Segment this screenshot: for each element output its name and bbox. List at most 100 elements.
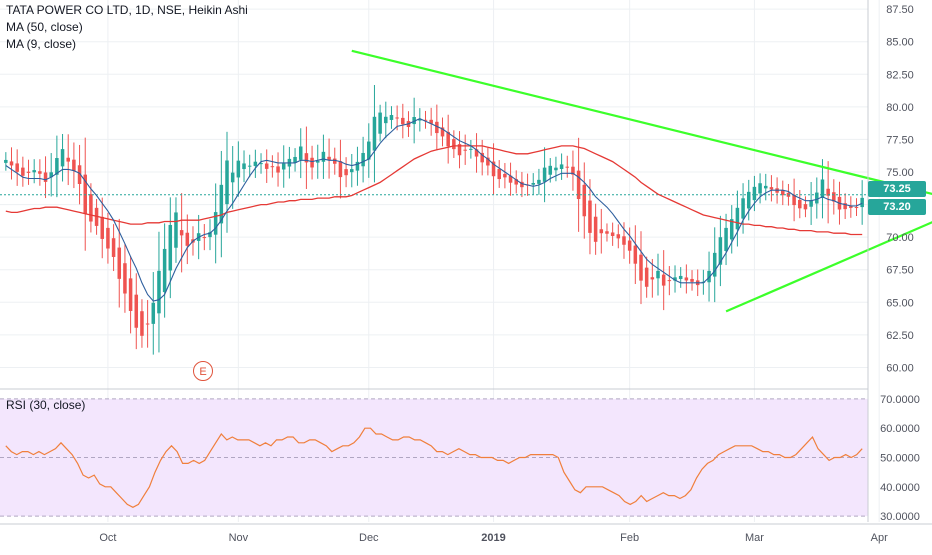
candle-body bbox=[542, 167, 547, 182]
candle-body bbox=[236, 160, 241, 178]
candle-body bbox=[849, 206, 853, 208]
candle-body bbox=[168, 224, 173, 271]
candle-body bbox=[758, 183, 762, 194]
candle-body bbox=[304, 153, 309, 163]
candle-body bbox=[4, 159, 8, 163]
candle-body bbox=[633, 245, 638, 264]
earnings-badge[interactable]: E bbox=[193, 361, 213, 381]
price-tick-label: 85.00 bbox=[886, 37, 914, 49]
candle-body bbox=[15, 163, 19, 172]
price-tick-label: 75.00 bbox=[886, 167, 914, 179]
rsi-line bbox=[5, 427, 863, 508]
price-tick-label: 62.50 bbox=[886, 330, 914, 342]
ma9-legend[interactable]: MA (9, close) bbox=[6, 37, 77, 51]
candle-body bbox=[128, 278, 133, 311]
candle-body bbox=[276, 166, 280, 173]
price-tick-label: 65.00 bbox=[886, 297, 914, 309]
candle-body bbox=[140, 311, 144, 336]
price-tick-label: 60.00 bbox=[886, 362, 914, 374]
candle-body bbox=[401, 117, 405, 125]
candle-body bbox=[554, 167, 558, 171]
candle-body bbox=[389, 115, 394, 120]
candle-body bbox=[480, 152, 484, 163]
candle-body bbox=[38, 171, 42, 174]
candle-body bbox=[134, 294, 139, 328]
rsi-legend[interactable]: RSI (30, close) bbox=[6, 398, 86, 412]
candle-body bbox=[531, 182, 536, 185]
candle-body bbox=[593, 216, 598, 242]
candle-body bbox=[361, 152, 365, 167]
candle-body bbox=[89, 194, 93, 222]
candle-body bbox=[440, 127, 445, 137]
symbol-title[interactable]: TATA POWER CO LTD, 1D, NSE, Heikin Ashi bbox=[6, 3, 248, 17]
candle-body bbox=[815, 192, 819, 204]
candle-body bbox=[457, 144, 462, 156]
candle-body bbox=[423, 119, 428, 121]
candle-body bbox=[599, 229, 604, 234]
trendline bbox=[725, 221, 932, 313]
candle-body bbox=[656, 270, 660, 279]
candle-body bbox=[259, 163, 263, 165]
candle-body bbox=[9, 161, 14, 166]
time-tick-label: Mar bbox=[745, 532, 764, 544]
candle-body bbox=[367, 141, 371, 160]
ma50-legend[interactable]: MA (50, close) bbox=[6, 20, 83, 34]
candle-body bbox=[514, 179, 518, 185]
candle-body bbox=[667, 280, 672, 282]
time-tick-label: Apr bbox=[871, 532, 888, 544]
candle-body bbox=[372, 116, 377, 151]
candle-body bbox=[219, 184, 224, 224]
candle-body bbox=[174, 212, 178, 248]
chart-legend: TATA POWER CO LTD, 1D, NSE, Heikin Ashi … bbox=[6, 2, 248, 53]
candle-body bbox=[429, 119, 433, 124]
candle-body bbox=[622, 236, 626, 245]
candle-body bbox=[508, 175, 513, 183]
last-price-tag: 73.25 bbox=[868, 181, 926, 197]
candle-body bbox=[491, 161, 496, 177]
candle-body bbox=[474, 149, 479, 157]
candle-body bbox=[117, 247, 122, 279]
candle-body bbox=[497, 168, 501, 180]
trend-lines bbox=[351, 49, 932, 313]
candle-body bbox=[435, 121, 439, 134]
candle-body bbox=[83, 174, 87, 214]
candle-body bbox=[384, 116, 388, 124]
candle-body bbox=[123, 263, 127, 294]
candle-body bbox=[860, 197, 864, 208]
candle-body bbox=[344, 169, 348, 176]
candle-body bbox=[798, 199, 802, 209]
candle-body bbox=[661, 274, 666, 286]
candle-body bbox=[809, 200, 813, 207]
candle-body bbox=[565, 166, 570, 168]
price-tick-label: 70.00 bbox=[886, 232, 914, 244]
candle-body bbox=[395, 117, 399, 119]
candle-body bbox=[769, 187, 774, 190]
candle-body bbox=[820, 179, 825, 199]
candle-body bbox=[230, 172, 235, 183]
candle-body bbox=[350, 169, 354, 173]
candle-body bbox=[43, 172, 48, 182]
price-tick-label: 82.50 bbox=[886, 69, 914, 81]
candle-body bbox=[55, 158, 59, 175]
candle-body bbox=[225, 160, 229, 205]
candle-body bbox=[673, 277, 677, 281]
candle-body bbox=[469, 148, 473, 150]
candle-body bbox=[678, 275, 683, 279]
rsi-tick-label: 30.0000 bbox=[880, 511, 920, 523]
price-tick-label: 77.50 bbox=[886, 134, 914, 146]
candle-body bbox=[712, 252, 717, 277]
rsi-tick-label: 50.0000 bbox=[880, 453, 920, 465]
candle-body bbox=[781, 190, 785, 196]
candle-body bbox=[650, 277, 655, 280]
moving-averages bbox=[5, 117, 863, 302]
candle-body bbox=[576, 170, 581, 200]
candle-body bbox=[208, 232, 212, 238]
candle-body bbox=[100, 216, 105, 239]
rsi-tick-label: 70.0000 bbox=[880, 394, 920, 406]
candle-body bbox=[741, 198, 745, 219]
candle-body bbox=[332, 158, 337, 164]
candle-body bbox=[520, 181, 524, 188]
candle-body bbox=[746, 191, 751, 209]
